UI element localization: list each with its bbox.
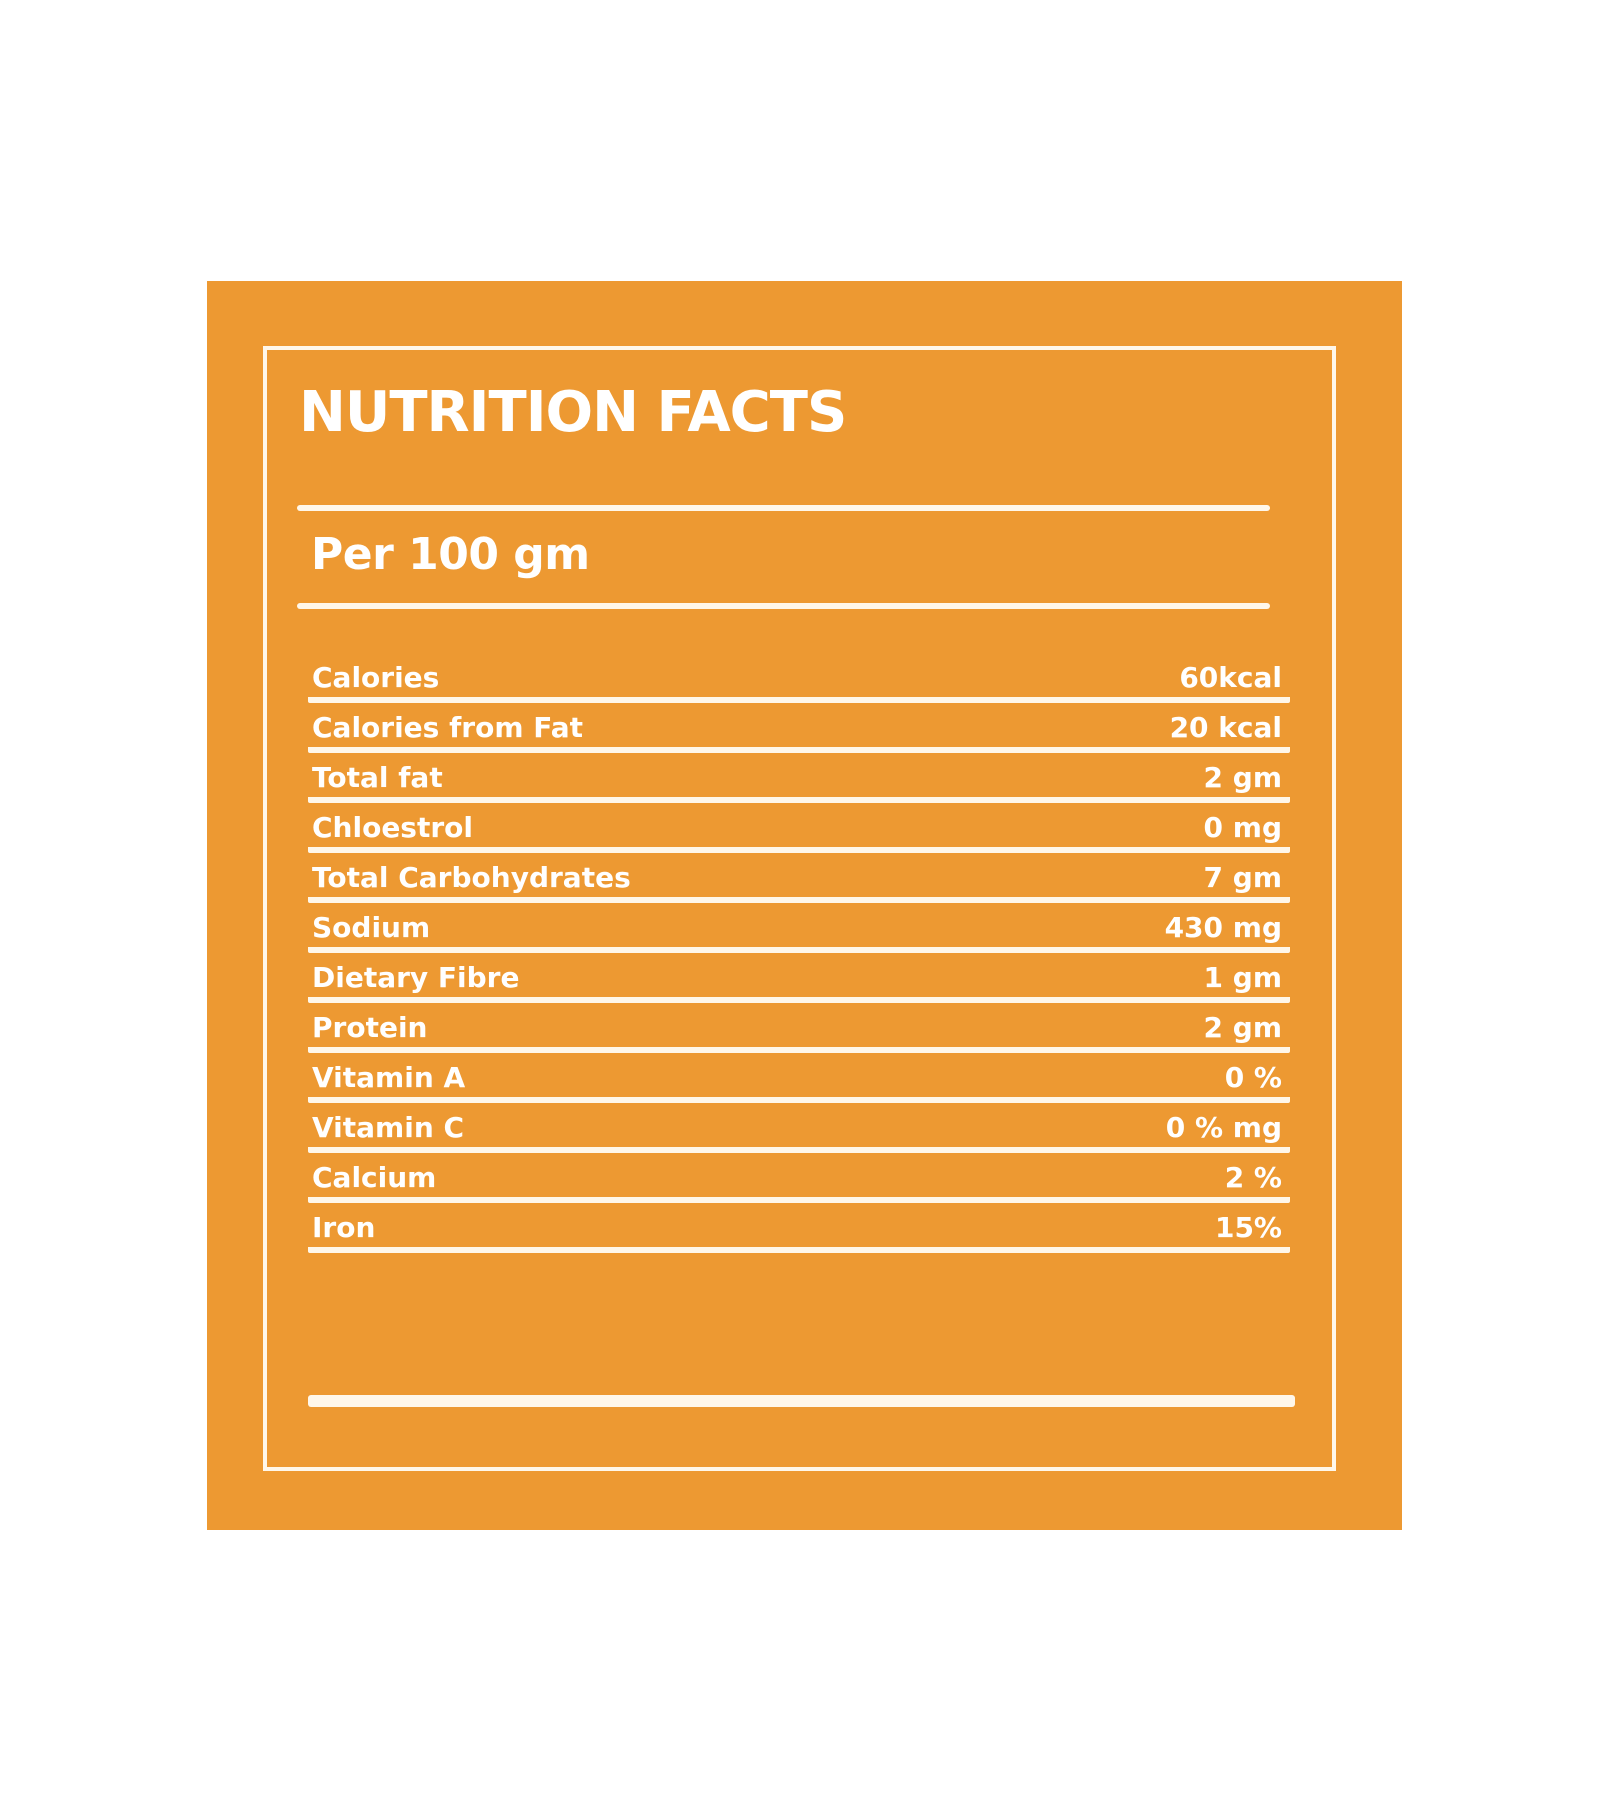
- nutrient-value: 60kcal: [1179, 661, 1282, 694]
- nutrient-label: Calories from Fat: [312, 711, 584, 744]
- nutrient-label: Vitamin C: [312, 1111, 465, 1144]
- nutrient-label: Chloestrol: [312, 811, 473, 844]
- nutrient-table: Calories 60kcal Calories from Fat 20 kca…: [308, 657, 1290, 1257]
- nutrient-label: Calories: [312, 661, 440, 694]
- panel-border: [263, 346, 1336, 1471]
- nutrient-row: Protein 2 gm: [308, 1007, 1290, 1053]
- divider-serving: [297, 603, 1270, 609]
- nutrient-value: 1 gm: [1203, 961, 1282, 994]
- nutrient-label: Protein: [312, 1011, 428, 1044]
- nutrient-value: 2 gm: [1203, 1011, 1282, 1044]
- nutrient-label: Calcium: [312, 1161, 437, 1194]
- nutrient-row: Sodium 430 mg: [308, 907, 1290, 953]
- nutrient-row: Total Carbohydrates 7 gm: [308, 857, 1290, 903]
- nutrient-value: 0 % mg: [1165, 1111, 1282, 1144]
- nutrient-label: Vitamin A: [312, 1061, 466, 1094]
- panel-title: NUTRITION FACTS: [299, 380, 847, 445]
- divider-top: [297, 505, 1270, 511]
- nutrient-value: 0 %: [1224, 1061, 1282, 1094]
- nutrient-label: Total fat: [312, 761, 443, 794]
- nutrient-value: 0 mg: [1203, 811, 1282, 844]
- nutrient-label: Sodium: [312, 911, 431, 944]
- serving-size: Per 100 gm: [311, 529, 590, 580]
- nutrient-value: 7 gm: [1203, 861, 1282, 894]
- nutrient-row: Dietary Fibre 1 gm: [308, 957, 1290, 1003]
- nutrient-row: Calories 60kcal: [308, 657, 1290, 703]
- nutrient-row: Total fat 2 gm: [308, 757, 1290, 803]
- nutrient-row: Vitamin A 0 %: [308, 1057, 1290, 1103]
- nutrient-label: Dietary Fibre: [312, 961, 520, 994]
- divider-bottom: [308, 1395, 1295, 1407]
- nutrient-row: Iron 15%: [308, 1207, 1290, 1253]
- nutrient-row: Chloestrol 0 mg: [308, 807, 1290, 853]
- nutrient-value: 2 gm: [1203, 761, 1282, 794]
- nutrient-label: Total Carbohydrates: [312, 861, 631, 894]
- nutrient-label: Iron: [312, 1211, 376, 1244]
- nutrient-value: 15%: [1214, 1211, 1282, 1244]
- nutrition-panel: NUTRITION FACTS Per 100 gm Calories 60kc…: [207, 281, 1402, 1530]
- nutrient-value: 2 %: [1224, 1161, 1282, 1194]
- nutrient-row: Calcium 2 %: [308, 1157, 1290, 1203]
- nutrient-row: Vitamin C 0 % mg: [308, 1107, 1290, 1153]
- nutrient-value: 430 mg: [1164, 911, 1282, 944]
- nutrient-value: 20 kcal: [1169, 711, 1282, 744]
- nutrient-row: Calories from Fat 20 kcal: [308, 707, 1290, 753]
